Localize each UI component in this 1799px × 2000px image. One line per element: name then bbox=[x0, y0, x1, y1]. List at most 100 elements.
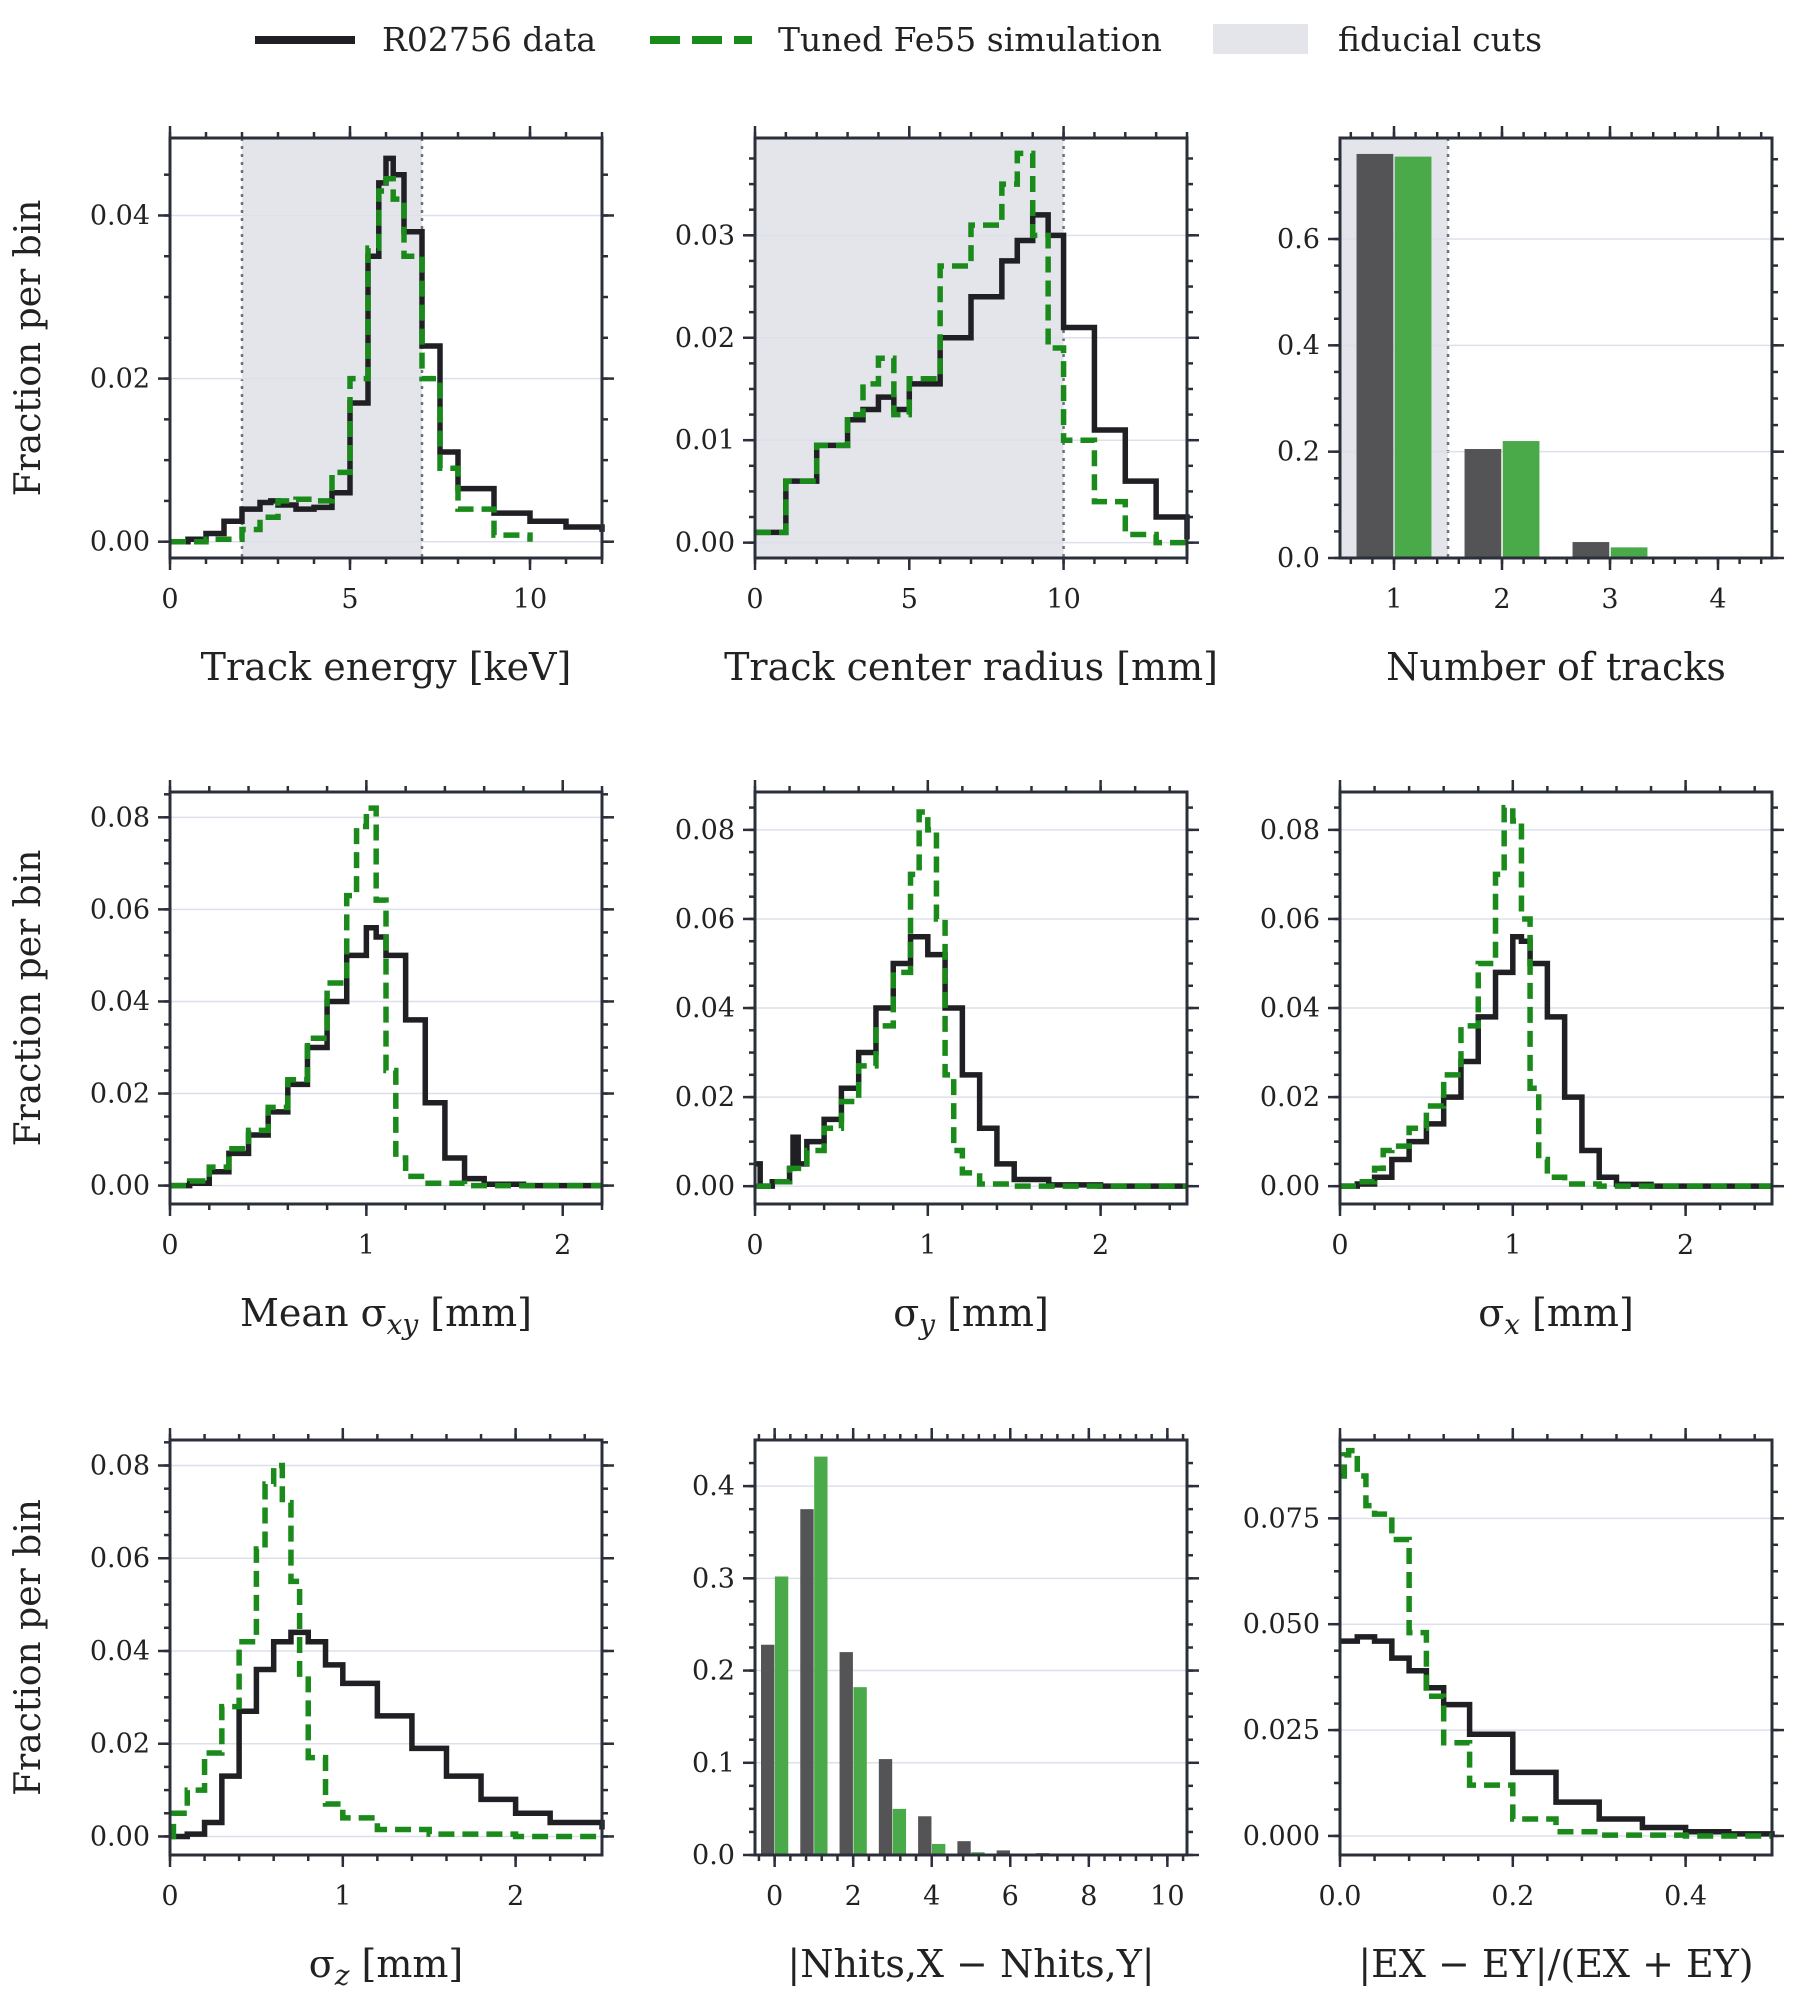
series-line-simulation bbox=[755, 809, 1187, 1189]
x-tick-label: 5 bbox=[341, 584, 358, 615]
legend-label-data: R02756 data bbox=[382, 20, 596, 59]
y-tick-label: 0.6 bbox=[1277, 224, 1320, 255]
y-tick-label: 0.00 bbox=[90, 1171, 150, 1202]
bar-simulation bbox=[1394, 156, 1432, 558]
panel-sigxy: 0.00 0.02 0.04 0.06 0.08 0 1 2 Mean σxy [mm] Frac… bbox=[8, 780, 614, 1341]
y-axis-label: Fraction per bin bbox=[8, 1499, 49, 1796]
y-tick-label: 0.4 bbox=[1277, 330, 1320, 361]
panel-radius: 0.00 0.01 0.02 0.03 0 5 10 Track center radius … bbox=[675, 126, 1218, 689]
x-tick-label: 0 bbox=[161, 1230, 178, 1261]
axes-frame bbox=[753, 790, 1189, 1206]
bar-simulation bbox=[774, 1576, 789, 1855]
series-line-simulation bbox=[755, 150, 1187, 546]
y-tick-label: 0.00 bbox=[675, 1171, 735, 1202]
series-line-simulation bbox=[170, 1462, 602, 1840]
x-tick-label: 4 bbox=[923, 1881, 940, 1912]
x-tick-label: 0 bbox=[746, 1230, 763, 1261]
y-tick-label: 0.03 bbox=[675, 220, 735, 251]
bar-data bbox=[761, 1644, 775, 1855]
y-tick-label: 0.08 bbox=[675, 815, 735, 846]
y-tick-label: 0.06 bbox=[1260, 904, 1320, 935]
x-tick-label: 0.4 bbox=[1664, 1881, 1707, 1912]
bar-simulation bbox=[892, 1808, 907, 1855]
y-tick-label: 0.04 bbox=[675, 993, 735, 1024]
x-tick-label: 0 bbox=[161, 584, 178, 615]
legend-label-simulation: Tuned Fe55 simulation bbox=[778, 20, 1162, 59]
bar-simulation bbox=[931, 1843, 946, 1855]
x-tick-label: 0.0 bbox=[1319, 1881, 1362, 1912]
bar-data bbox=[957, 1841, 971, 1855]
series-line-data bbox=[170, 925, 602, 1189]
fiducial-region bbox=[755, 138, 1064, 558]
x-tick-label: 6 bbox=[1002, 1881, 1019, 1912]
panel-nhits: 0.0 0.1 0.2 0.3 0.4 0 2 4 6 8 10 |Nhits,X − Nhits,Y… bbox=[692, 1428, 1199, 1986]
y-tick-label: 0.06 bbox=[675, 904, 735, 935]
y-tick-label: 0.025 bbox=[1243, 1715, 1320, 1746]
y-tick-label: 0.0 bbox=[692, 1840, 735, 1871]
x-tick-label: 2 bbox=[1493, 584, 1510, 615]
series-line-simulation bbox=[1340, 804, 1772, 1189]
x-tick-label: 0 bbox=[1331, 1230, 1348, 1261]
panel-energy: 0.00 0.02 0.04 0 5 10 Track energy [keV] Fracti… bbox=[8, 126, 614, 689]
series-line-simulation bbox=[170, 176, 533, 545]
bar-data bbox=[839, 1652, 853, 1855]
panel-sigy: 0.00 0.02 0.04 0.06 0.08 0 1 2 σy [mm] bbox=[675, 780, 1199, 1341]
x-tick-label: 3 bbox=[1601, 584, 1618, 615]
x-tick-label: 1 bbox=[1504, 1230, 1521, 1261]
y-tick-label: 0.075 bbox=[1243, 1503, 1320, 1534]
bar-simulation bbox=[1610, 547, 1648, 558]
x-axis-label: σx [mm] bbox=[1478, 1291, 1634, 1341]
x-tick-label: 2 bbox=[845, 1881, 862, 1912]
panel-ntracks: 0.0 0.2 0.4 0.6 1 2 3 4 Number of tracks bbox=[1277, 126, 1784, 689]
x-tick-label: 2 bbox=[507, 1881, 524, 1912]
x-axis-label: Track center radius [mm] bbox=[724, 645, 1218, 689]
x-tick-label: 1 bbox=[334, 1881, 351, 1912]
y-tick-label: 0.02 bbox=[675, 323, 735, 354]
axes-frame bbox=[168, 136, 604, 560]
x-axis-label: σy [mm] bbox=[893, 1291, 1049, 1341]
y-tick-label: 0.08 bbox=[90, 1451, 150, 1482]
x-tick-label: 2 bbox=[1092, 1230, 1109, 1261]
axes-frame bbox=[1338, 136, 1774, 560]
series-line-simulation bbox=[170, 805, 602, 1189]
axes-frame bbox=[168, 790, 604, 1206]
y-tick-label: 0.02 bbox=[90, 364, 150, 395]
x-tick-label: 1 bbox=[358, 1230, 375, 1261]
y-tick-label: 0.08 bbox=[1260, 815, 1320, 846]
y-tick-label: 0.06 bbox=[90, 894, 150, 925]
bar-simulation bbox=[814, 1456, 828, 1855]
x-tick-label: 8 bbox=[1080, 1881, 1097, 1912]
y-tick-label: 0.01 bbox=[675, 425, 735, 456]
y-tick-label: 0.000 bbox=[1243, 1821, 1320, 1852]
x-tick-label: 1 bbox=[1385, 584, 1402, 615]
legend-swatch-fiducial bbox=[1213, 24, 1308, 54]
bar-data bbox=[800, 1509, 814, 1855]
y-tick-label: 0.04 bbox=[90, 986, 150, 1017]
y-tick-label: 0.00 bbox=[90, 1821, 150, 1852]
bar-data bbox=[878, 1759, 893, 1855]
x-tick-label: 1 bbox=[919, 1230, 936, 1261]
panel-easym: 0.000 0.025 0.050 0.075 0.0 0.2 0.4 |EX − EY|/(… bbox=[1243, 1428, 1784, 1986]
y-tick-label: 0.04 bbox=[90, 200, 150, 231]
x-tick-label: 0 bbox=[161, 1881, 178, 1912]
y-tick-label: 0.3 bbox=[692, 1563, 735, 1594]
legend-label-fiducial: fiducial cuts bbox=[1338, 20, 1542, 59]
bar-data bbox=[996, 1850, 1011, 1855]
bar-data bbox=[918, 1816, 932, 1855]
x-tick-label: 2 bbox=[1677, 1230, 1694, 1261]
y-tick-label: 0.04 bbox=[90, 1636, 150, 1667]
y-tick-label: 0.00 bbox=[90, 527, 150, 558]
bar-simulation bbox=[853, 1687, 867, 1855]
axes-frame bbox=[168, 1438, 604, 1857]
y-tick-label: 0.04 bbox=[1260, 993, 1320, 1024]
axes-frame bbox=[753, 136, 1189, 560]
y-tick-label: 0.4 bbox=[692, 1471, 735, 1502]
y-tick-label: 0.02 bbox=[1260, 1082, 1320, 1113]
bar-simulation bbox=[1502, 441, 1540, 558]
y-tick-label: 0.2 bbox=[692, 1656, 735, 1687]
bar-data bbox=[1464, 449, 1502, 558]
x-tick-label: 2 bbox=[554, 1230, 571, 1261]
fiducial-region bbox=[1340, 138, 1448, 558]
x-axis-label: |Nhits,X − Nhits,Y| bbox=[787, 1942, 1154, 1986]
